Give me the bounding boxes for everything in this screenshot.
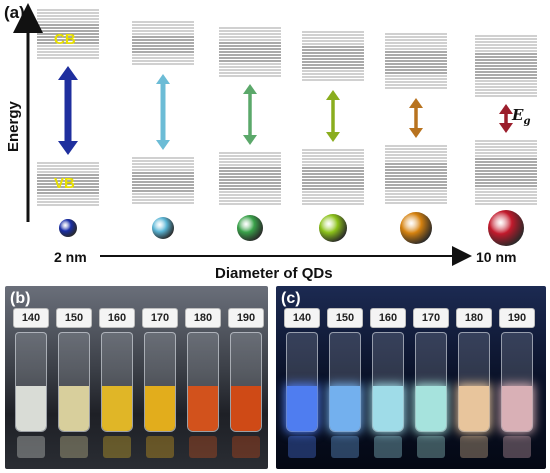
- energy-band: [132, 157, 194, 204]
- bandgap-arrow: [156, 74, 170, 150]
- bandgap-arrow: [326, 90, 340, 142]
- quantum-dot-sphere: [400, 212, 432, 244]
- energy-band: [475, 35, 537, 97]
- sample-vial: 140: [284, 308, 320, 458]
- vial-liquid: [287, 386, 317, 431]
- photo-uv-vials: (c) 140 150 160 170 180 190: [276, 286, 546, 469]
- energy-bands: [37, 9, 537, 206]
- panel-c-label: (c): [281, 290, 301, 307]
- sample-vial: 160: [99, 308, 135, 458]
- vial-cap-label: 170: [413, 308, 449, 328]
- vial-reflection: [417, 436, 445, 458]
- energy-band: [132, 21, 194, 65]
- bandgap-arrow: [499, 104, 513, 133]
- photo-daylight-vials: (b) 140 150 160 170 180 190: [5, 286, 268, 469]
- sample-vial: 160: [370, 308, 406, 458]
- sample-vial: 180: [456, 308, 492, 458]
- sample-vial: 180: [185, 308, 221, 458]
- sample-vial: 170: [413, 308, 449, 458]
- energy-band: [219, 27, 281, 77]
- vial-reflection: [374, 436, 402, 458]
- sample-vial: 190: [228, 308, 264, 458]
- cb-label: CB: [54, 31, 76, 48]
- vial-reflection: [331, 436, 359, 458]
- quantum-dot-sphere: [319, 214, 347, 242]
- energy-axis-label: Energy: [5, 100, 22, 152]
- vial-cap-label: 160: [99, 308, 135, 328]
- quantum-dot-sphere: [488, 210, 524, 246]
- vial-reflection: [189, 436, 217, 458]
- vial-reflection: [60, 436, 88, 458]
- vial-cap-label: 140: [284, 308, 320, 328]
- energy-band: [385, 145, 447, 204]
- vial-reflection: [17, 436, 45, 458]
- vial-liquid: [102, 386, 132, 431]
- vial-cap-label: 190: [228, 308, 264, 328]
- panel-a-label: (a): [4, 3, 25, 22]
- sample-vial: 140: [13, 308, 49, 458]
- vial-liquid: [502, 386, 532, 431]
- vb-label: VB: [54, 175, 75, 192]
- vial-liquid: [145, 386, 175, 431]
- vial-reflection: [503, 436, 531, 458]
- x-start-label: 2 nm: [54, 249, 87, 265]
- vial-cap-label: 150: [327, 308, 363, 328]
- energy-band: [302, 149, 364, 205]
- vial-reflection: [288, 436, 316, 458]
- vial-reflection: [146, 436, 174, 458]
- vial-cap-label: 150: [56, 308, 92, 328]
- bandgap-arrow: [243, 84, 257, 145]
- sample-vial: 190: [499, 308, 535, 458]
- vial-liquid: [459, 386, 489, 431]
- vial-liquid: [16, 386, 46, 431]
- quantum-dot-sphere: [237, 215, 263, 241]
- energy-band: [37, 9, 99, 59]
- x-end-label: 10 nm: [476, 249, 516, 265]
- vial-liquid: [59, 386, 89, 431]
- sample-vial: 150: [56, 308, 92, 458]
- energy-band: [219, 152, 281, 205]
- vial-liquid: [188, 386, 218, 431]
- quantum-dot-sphere: [59, 219, 77, 237]
- vial-cap-label: 180: [456, 308, 492, 328]
- quantum-dot-spheres: [59, 210, 524, 246]
- vial-cap-label: 140: [13, 308, 49, 328]
- vial-reflection: [232, 436, 260, 458]
- vial-liquid: [330, 386, 360, 431]
- vial-cap-label: 160: [370, 308, 406, 328]
- panel-b-label: (b): [10, 290, 31, 307]
- bandgap-arrow: [409, 98, 423, 138]
- vial-cap-label: 190: [499, 308, 535, 328]
- energy-band: [475, 140, 537, 205]
- vial-cap-label: 170: [142, 308, 178, 328]
- vial-liquid: [231, 386, 261, 431]
- vial-liquid: [373, 386, 403, 431]
- vial-cap-label: 180: [185, 308, 221, 328]
- energy-band: [302, 31, 364, 81]
- x-axis-label: Diameter of QDs: [215, 265, 333, 282]
- sample-vial: 170: [142, 308, 178, 458]
- band-diagram-panel: (a) Energy CB VB Eg 2 nm 10 nm Diameter …: [4, 3, 537, 282]
- sample-vial: 150: [327, 308, 363, 458]
- quantum-dot-sphere: [152, 217, 174, 239]
- bandgap-arrows: [58, 66, 513, 155]
- energy-band: [37, 162, 99, 206]
- band-diagram: (a) Energy CB VB Eg 2 nm 10 nm Diameter …: [4, 3, 537, 282]
- bandgap-arrow: [58, 66, 78, 155]
- eg-label: Eg: [511, 106, 530, 127]
- vial-reflection: [460, 436, 488, 458]
- energy-band: [385, 33, 447, 89]
- vial-liquid: [416, 386, 446, 431]
- vial-reflection: [103, 436, 131, 458]
